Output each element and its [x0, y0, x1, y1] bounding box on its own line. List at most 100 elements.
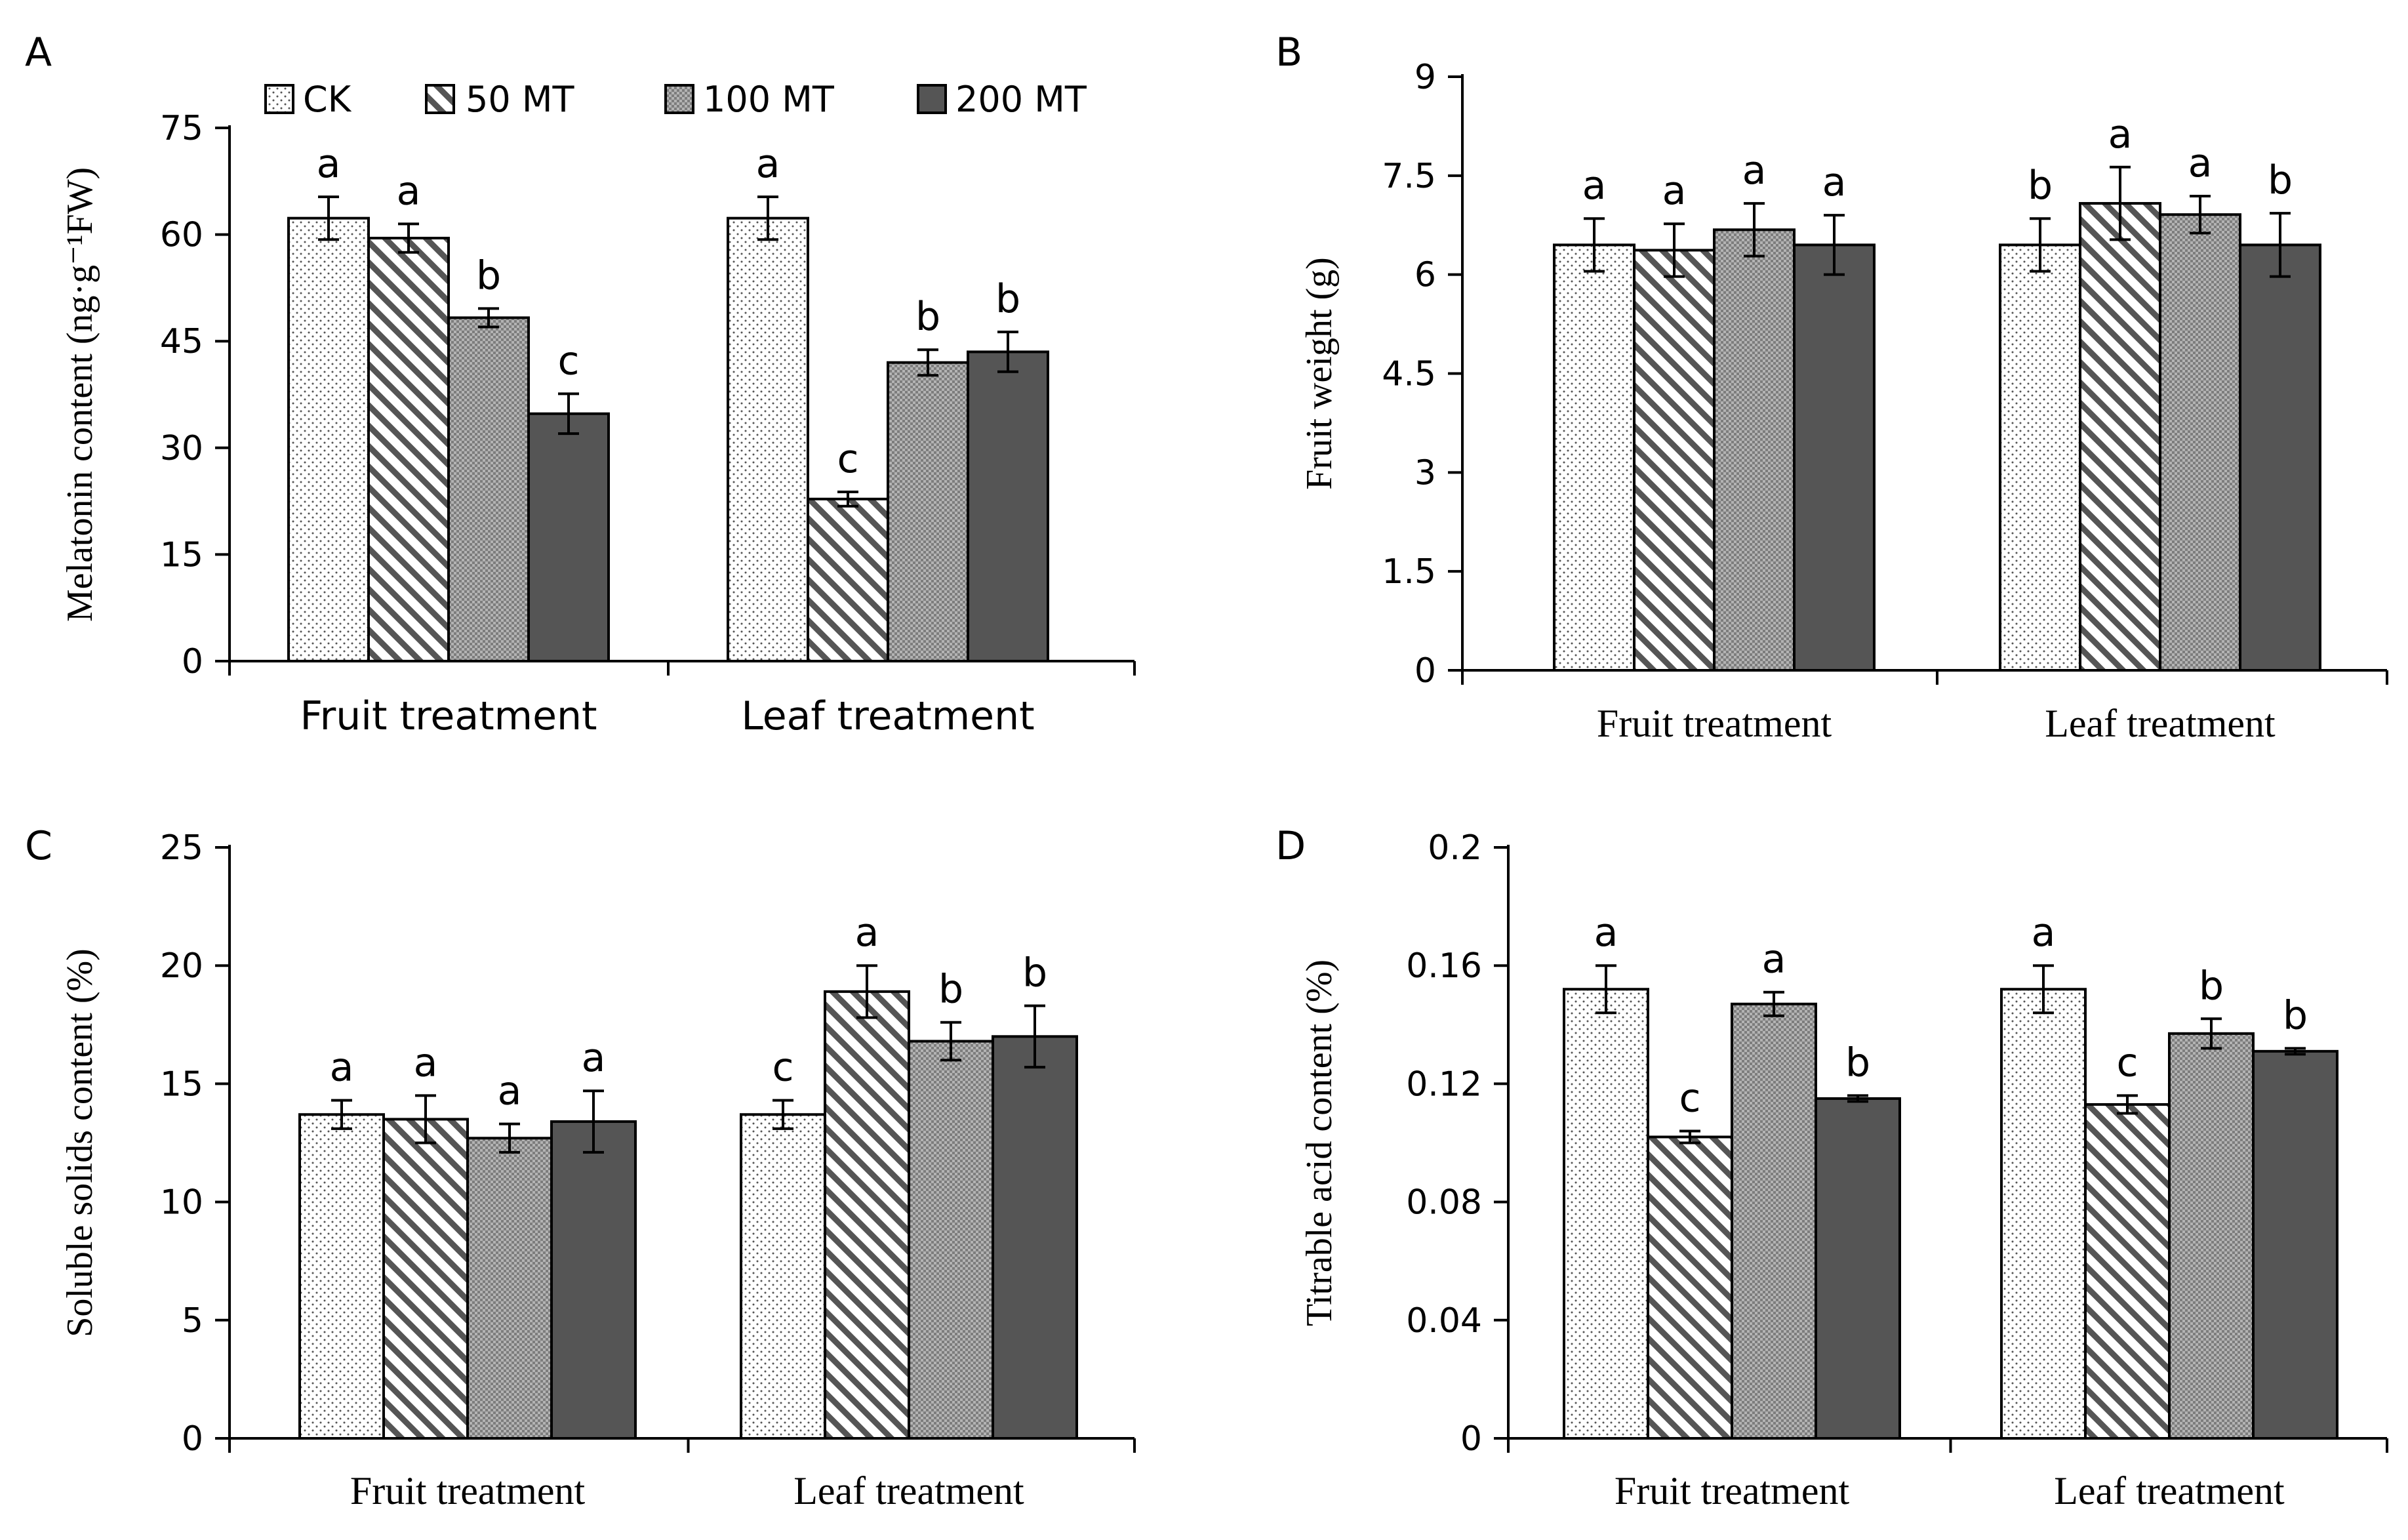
significance-letter: a	[498, 1068, 522, 1114]
y-tick-label: 0	[1460, 1419, 1482, 1459]
bar-200mt-fruit	[550, 1120, 637, 1440]
significance-letter: c	[773, 1045, 794, 1091]
significance-letter: a	[414, 1040, 438, 1085]
significance-letter: b	[1022, 950, 1047, 996]
significance-letter: a	[1582, 163, 1607, 209]
significance-letter: a	[397, 168, 421, 214]
significance-letter: b	[2028, 163, 2053, 209]
x-category-label: Leaf treatment	[793, 1469, 1024, 1512]
bar-200mt-leaf	[2252, 1049, 2338, 1440]
y-tick-label: 0	[182, 642, 203, 681]
bar-200mt-fruit	[1793, 243, 1876, 672]
significance-letter: a	[1742, 148, 1767, 193]
bar-ck-leaf	[740, 1113, 826, 1440]
bar-ck-fruit	[287, 216, 370, 662]
significance-letter: c	[837, 436, 859, 482]
bar-50mt-leaf	[2079, 202, 2161, 672]
y-tick-label: 25	[160, 828, 203, 868]
significance-letter: a	[1594, 910, 1618, 956]
bar-50mt-fruit	[1647, 1135, 1733, 1440]
bar-100mt-fruit	[466, 1137, 553, 1440]
bar-50mt-leaf	[824, 990, 910, 1440]
bar-ck-fruit	[298, 1113, 385, 1440]
bar-100mt-leaf	[2159, 213, 2241, 672]
y-tick-label: 45	[160, 322, 203, 361]
significance-letter: b	[2283, 992, 2308, 1038]
significance-letter: b	[995, 276, 1020, 322]
significance-letter: b	[476, 253, 501, 298]
y-tick-label: 0	[182, 1419, 203, 1459]
y-tick-label: 0	[1415, 651, 1436, 691]
significance-letter: b	[2199, 963, 2224, 1009]
y-tick-label: 75	[160, 109, 203, 148]
significance-letter: b	[915, 294, 940, 340]
y-tick-label: 6	[1415, 256, 1436, 295]
bar-50mt-fruit	[367, 237, 450, 662]
significance-letter: a	[2108, 111, 2133, 157]
panel-d-titrable-acid-chart: 0 0.04 0.08 0.12 0.16 0.2 Titrable acid conten…	[1299, 828, 2388, 1512]
y-tick-label: 15	[160, 1064, 203, 1104]
panel-letter-a: A	[25, 30, 52, 75]
bar-100mt-fruit	[1731, 1002, 1817, 1440]
significance-letter: a	[582, 1035, 606, 1081]
significance-letter: c	[1679, 1075, 1701, 1121]
bar-200mt-fruit	[527, 412, 610, 662]
panel-c-soluble-solids-chart: 0 5 10 15 20 25 Soluble solids content (%) Frui…	[60, 828, 1136, 1512]
significance-letter: a	[855, 910, 879, 956]
x-category-label: Fruit treatment	[300, 693, 597, 739]
x-category-label: Fruit treatment	[1597, 702, 1832, 745]
y-tick-label: 15	[160, 535, 203, 575]
bar-100mt-fruit	[447, 316, 530, 663]
bar-ck-fruit	[1563, 988, 1649, 1440]
bar-ck-fruit	[1553, 243, 1635, 672]
x-category-label: Leaf treatment	[2045, 702, 2276, 745]
bar-100mt-leaf	[2168, 1032, 2255, 1440]
legend-label-200mt: 200 MT	[955, 79, 1087, 120]
legend-swatch-200mt	[917, 84, 947, 114]
x-category-label: Leaf treatment	[2054, 1469, 2285, 1512]
significance-letter: b	[938, 967, 963, 1013]
y-tick-label: 5	[182, 1301, 203, 1341]
panel-letter-c: C	[25, 823, 52, 869]
bar-200mt-leaf	[992, 1035, 1078, 1440]
y-tick-label: 10	[160, 1183, 203, 1223]
y-axis-label: Titrable acid content (%)	[1299, 960, 1340, 1326]
y-tick-label: 60	[160, 216, 203, 255]
legend-label-100mt: 100 MT	[703, 79, 835, 120]
panel-b-fruit-weight-chart: 0 1.5 3 4.5 6 7.5 9 Fruit weight (g) Fruit treat…	[1299, 58, 2388, 745]
significance-letter: b	[2268, 157, 2293, 203]
bar-50mt-leaf	[807, 497, 889, 663]
x-category-label: Fruit treatment	[1615, 1469, 1850, 1512]
significance-letter: c	[558, 338, 580, 384]
bar-200mt-leaf	[2239, 243, 2321, 672]
bar-50mt-fruit	[382, 1118, 469, 1440]
y-tick-label: 7.5	[1382, 157, 1436, 196]
bar-200mt-fruit	[1815, 1097, 1901, 1440]
panel-letter-d: D	[1275, 823, 1306, 869]
significance-letter: a	[317, 141, 341, 187]
y-tick-label: 9	[1415, 58, 1436, 97]
y-axis-label: Melatonin content (ng·g⁻¹FW)	[60, 167, 100, 622]
legend-swatch-100mt	[664, 84, 694, 114]
legend: CK 50 MT 100 MT 200 MT	[264, 79, 1087, 120]
significance-letter: a	[330, 1045, 354, 1091]
y-axis-label: Soluble solids content (%)	[60, 948, 100, 1337]
y-tick-label: 0.2	[1428, 828, 1482, 868]
y-tick-label: 30	[160, 429, 203, 468]
panel-letter-b: B	[1275, 30, 1302, 75]
y-tick-label: 20	[160, 946, 203, 986]
legend-label-ck: CK	[303, 79, 352, 120]
significance-letter: a	[1762, 937, 1786, 983]
y-axis-label: Fruit weight (g)	[1299, 257, 1340, 490]
bar-ck-leaf	[2000, 988, 2087, 1440]
y-tick-label: 0.04	[1406, 1301, 1482, 1341]
significance-letter: a	[2188, 140, 2213, 186]
panel-a-melatonin-chart: 0 15 30 45 60 75 Melatonin content (ng·g⁻¹FW) F…	[60, 109, 1136, 739]
legend-label-50mt: 50 MT	[466, 79, 574, 120]
bar-100mt-fruit	[1713, 228, 1796, 672]
significance-letter: b	[1845, 1040, 1870, 1085]
x-category-label: Leaf treatment	[741, 693, 1034, 739]
bar-100mt-leaf	[887, 361, 969, 662]
y-tick-label: 0.16	[1406, 946, 1482, 986]
